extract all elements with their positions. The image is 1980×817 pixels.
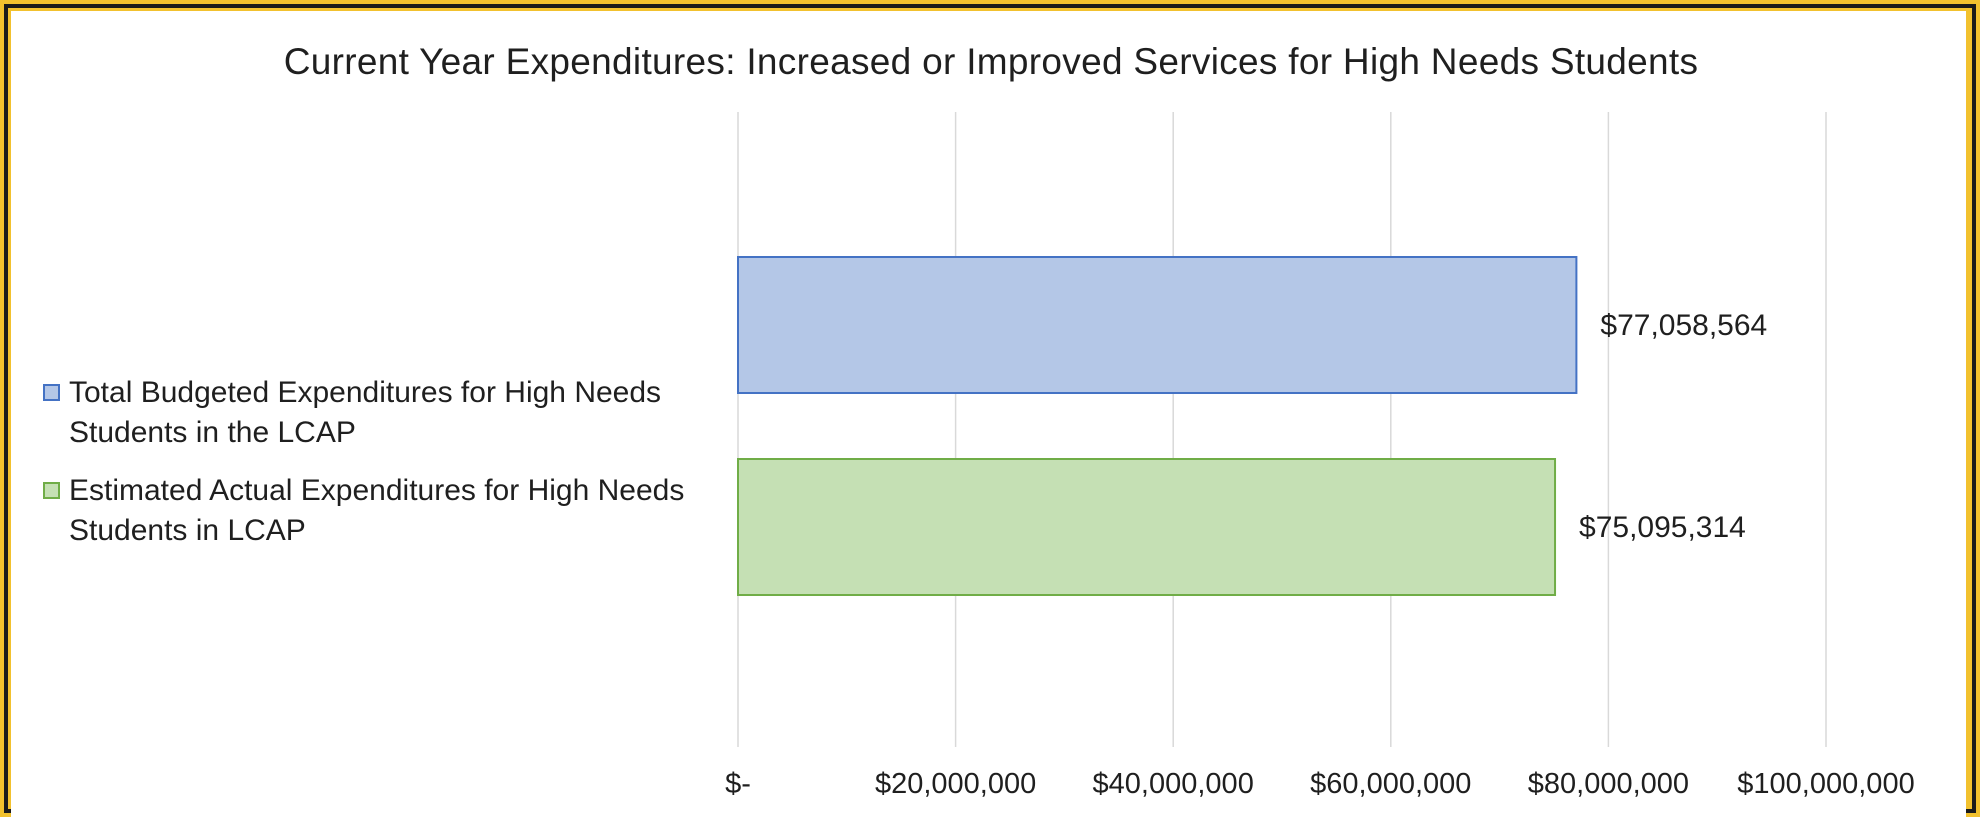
legend-label-budgeted: Total Budgeted Expenditures for High Nee… (69, 376, 662, 449)
chart-plot: $- $20,000,000 $40,000,000 $60,000,000 $80,0… (725, 112, 1915, 800)
legend-swatch-actual (43, 482, 60, 499)
x-tick-label-1: $20,000,000 (875, 768, 1036, 800)
data-label-budgeted: $77,058,564 (1600, 309, 1767, 342)
data-label-actual: $75,095,314 (1579, 511, 1746, 544)
chart-panel: Current Year Expenditures: Increased or … (11, 11, 1966, 817)
bar-budgeted (737, 256, 1578, 394)
chart-legend: Total Budgeted Expenditures for High Nee… (43, 373, 703, 569)
chart-title: Current Year Expenditures: Increased or … (283, 41, 1699, 82)
legend-item-budgeted: Total Budgeted Expenditures for High Nee… (43, 373, 703, 453)
legend-swatch-budgeted (43, 384, 60, 401)
x-tick-label-5: $100,000,000 (1737, 768, 1914, 800)
x-tick-label-4: $80,000,000 (1528, 768, 1689, 800)
x-tick-label-0: $- (725, 768, 751, 800)
bar-actual (737, 458, 1557, 596)
legend-item-actual: Estimated Actual Expenditures for High N… (43, 471, 703, 551)
x-tick-label-2: $40,000,000 (1093, 768, 1254, 800)
legend-label-actual: Estimated Actual Expenditures for High N… (69, 474, 685, 547)
x-tick-label-3: $60,000,000 (1310, 768, 1471, 800)
